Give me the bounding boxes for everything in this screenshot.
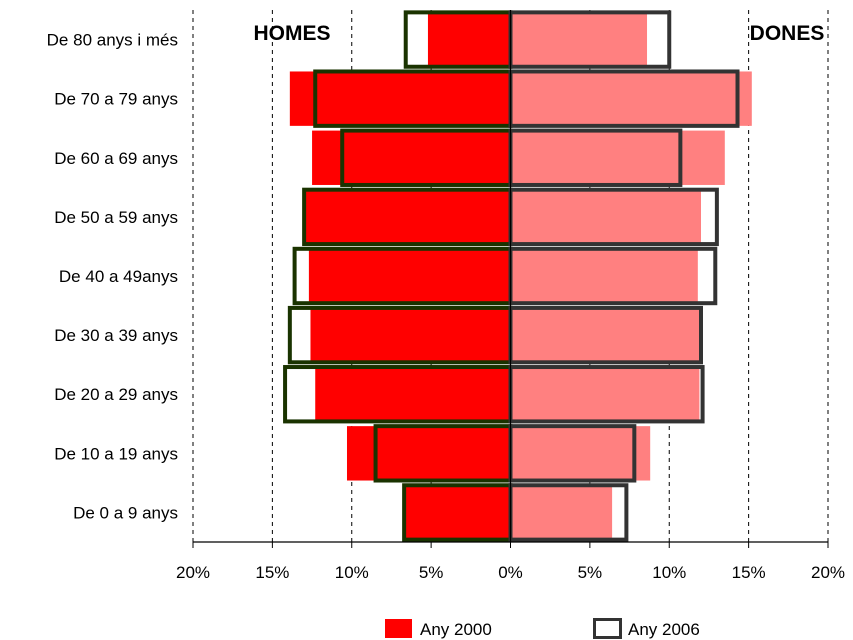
- x-tick-label: 15%: [255, 563, 289, 582]
- category-label: De 40 a 49anys: [59, 267, 178, 286]
- side-label-right: DONES: [750, 22, 825, 45]
- category-label: De 50 a 59 anys: [54, 208, 178, 227]
- category-label: De 10 a 19 anys: [54, 444, 178, 463]
- legend-label-any-2006: Any 2006: [628, 620, 700, 639]
- x-tick-label: 5%: [578, 563, 603, 582]
- category-label: De 0 a 9 anys: [73, 503, 178, 522]
- bar-women-2000: [510, 426, 651, 481]
- bar-men-2000: [427, 12, 511, 67]
- legend-swatch-any-2000: [385, 619, 412, 638]
- bar-women-2000: [510, 248, 698, 304]
- bar-women-2000: [510, 12, 648, 67]
- legend: Any 2000 Any 2006: [385, 618, 700, 639]
- bar-women-2000: [510, 189, 701, 245]
- category-label: De 20 a 29 anys: [54, 385, 178, 404]
- side-label-left: HOMES: [253, 22, 330, 45]
- bar-men-2000: [312, 130, 511, 185]
- category-label: De 80 anys i més: [47, 31, 178, 50]
- bar-men-2000: [289, 71, 511, 126]
- x-tick-label: 0%: [498, 563, 523, 582]
- category-label: De 60 a 69 anys: [54, 149, 178, 168]
- bar-men-2000: [315, 367, 511, 422]
- x-tick-label: 5%: [419, 563, 444, 582]
- category-label: De 30 a 39 anys: [54, 326, 178, 345]
- category-labels: De 80 anys i més De 70 a 79 anys De 60 a 6…: [47, 31, 178, 523]
- bar-men-2000: [346, 426, 511, 481]
- bar-women-2000: [510, 367, 700, 422]
- bar-men-2000: [308, 248, 511, 304]
- bar-women-2000: [510, 71, 752, 126]
- bar-men-2000: [310, 307, 511, 363]
- x-tick-label: 10%: [652, 563, 686, 582]
- legend-swatch-any-2006: [593, 618, 622, 639]
- bar-men-2000: [405, 485, 511, 540]
- series-any-2000: [289, 12, 752, 540]
- x-tick-label: 20%: [811, 563, 845, 582]
- bar-women-2000: [510, 485, 613, 540]
- x-tick-labels: 20% 15% 10% 5% 0% 5% 10% 15% 20%: [176, 542, 845, 582]
- bar-men-2000: [304, 189, 511, 245]
- category-label: De 70 a 79 anys: [54, 90, 178, 109]
- x-tick-label: 10%: [335, 563, 369, 582]
- bar-women-2000: [510, 307, 700, 363]
- x-tick-label: 15%: [732, 563, 766, 582]
- x-tick-label: 20%: [176, 563, 210, 582]
- legend-label-any-2000: Any 2000: [420, 620, 492, 639]
- bar-women-2000: [510, 130, 725, 185]
